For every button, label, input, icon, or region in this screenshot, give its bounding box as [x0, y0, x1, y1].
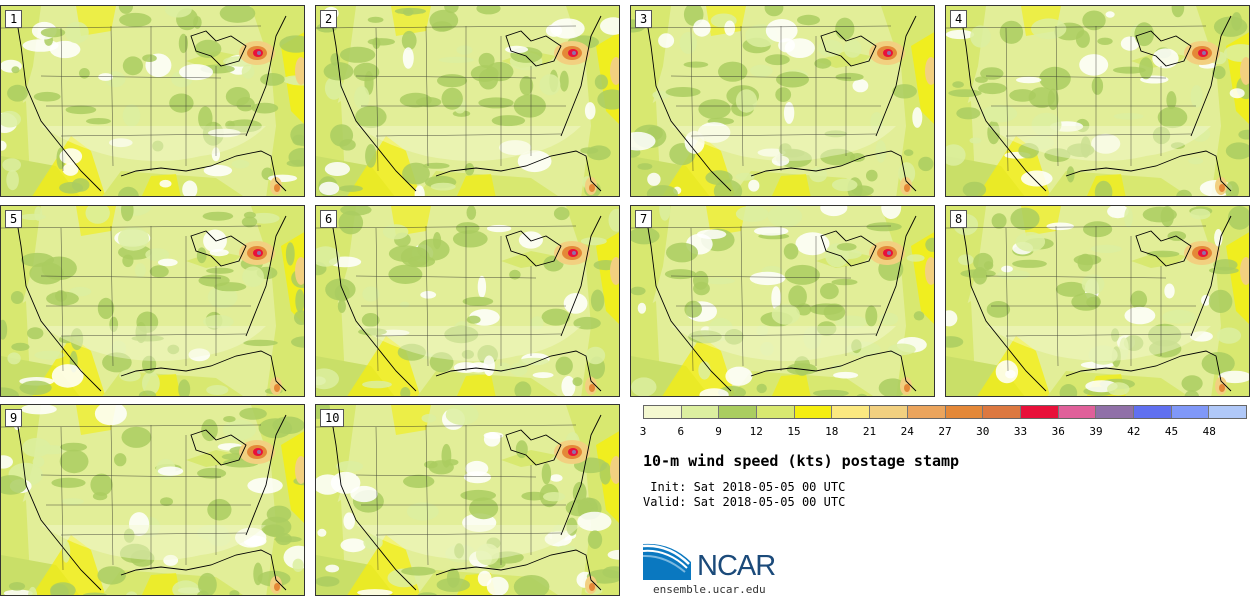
panel-label: 4	[950, 10, 968, 28]
map-panel: 3	[630, 5, 935, 197]
logo-text: NCAR	[697, 550, 776, 582]
ncar-logo-icon	[643, 543, 691, 580]
map-panel: 10	[315, 404, 620, 596]
panel-label: 1	[5, 10, 23, 28]
panel-label: 7	[635, 210, 653, 228]
colorbar-segment	[945, 406, 984, 418]
figure-title: 10-m wind speed (kts) postage stamp	[643, 452, 960, 470]
map-panel: 6	[315, 205, 620, 397]
map-panel: 7	[630, 205, 935, 397]
colorbar-segment	[832, 406, 871, 418]
panel-label: 2	[320, 10, 338, 28]
colorbar-tick-label: 33	[1013, 425, 1028, 438]
colorbar-segment	[1209, 406, 1246, 418]
colorbar-tick-label: 30	[976, 425, 990, 438]
colorbar-segment	[1058, 406, 1097, 418]
map-panel: 4	[945, 5, 1250, 197]
logo-url: ensemble.ucar.edu	[653, 583, 766, 596]
colorbar-tick-label: 42	[1127, 425, 1141, 438]
colorbar-segment	[681, 406, 720, 418]
colorbar-tick-label: 15	[787, 425, 801, 438]
colorbar	[643, 405, 1247, 419]
colorbar-tick-label: 45	[1164, 425, 1179, 438]
panel-label: 5	[5, 210, 23, 228]
panel-label: 3	[635, 10, 653, 28]
colorbar-segment	[1133, 406, 1172, 418]
colorbar-segment	[719, 406, 758, 418]
valid-time: Valid: Sat 2018-05-05 00 UTC	[643, 495, 846, 509]
colorbar-segment	[907, 406, 946, 418]
colorbar-tick-label: 6	[677, 425, 685, 438]
panel-label: 8	[950, 210, 968, 228]
colorbar-tick-label: 27	[938, 425, 952, 438]
map-panel: 9	[0, 404, 305, 596]
colorbar-segment	[983, 406, 1021, 418]
map-panel: 5	[0, 205, 305, 397]
colorbar-segment	[757, 406, 795, 418]
panel-label: 6	[320, 210, 338, 228]
map-panel: 2	[315, 5, 620, 197]
colorbar-segment	[870, 406, 908, 418]
colorbar-tick-label: 3	[639, 425, 647, 438]
colorbar-tick-label: 21	[862, 425, 877, 438]
colorbar-segment	[1171, 406, 1210, 418]
colorbar-ticks: 3 6 9 12 15 18 21 24 27 30 33 36 39 42 45 48	[639, 425, 1247, 439]
panel-label: 10	[320, 409, 345, 427]
map-panel: 8	[945, 205, 1250, 397]
map-panel: 1	[0, 5, 305, 197]
colorbar-tick-label: 48	[1202, 425, 1216, 438]
colorbar-segment	[794, 406, 833, 418]
colorbar-tick-label: 24	[900, 425, 914, 438]
colorbar-tick-label: 39	[1089, 425, 1103, 438]
colorbar-tick-label: 12	[749, 425, 763, 438]
colorbar-segment	[644, 406, 682, 418]
colorbar-segment	[1020, 406, 1059, 418]
colorbar-tick-label: 9	[715, 425, 722, 438]
colorbar-segment	[1096, 406, 1134, 418]
panel-label: 9	[5, 409, 23, 427]
colorbar-tick-label: 36	[1051, 425, 1065, 438]
colorbar-tick-label: 18	[825, 425, 839, 438]
init-time: Init: Sat 2018-05-05 00 UTC	[643, 480, 846, 494]
